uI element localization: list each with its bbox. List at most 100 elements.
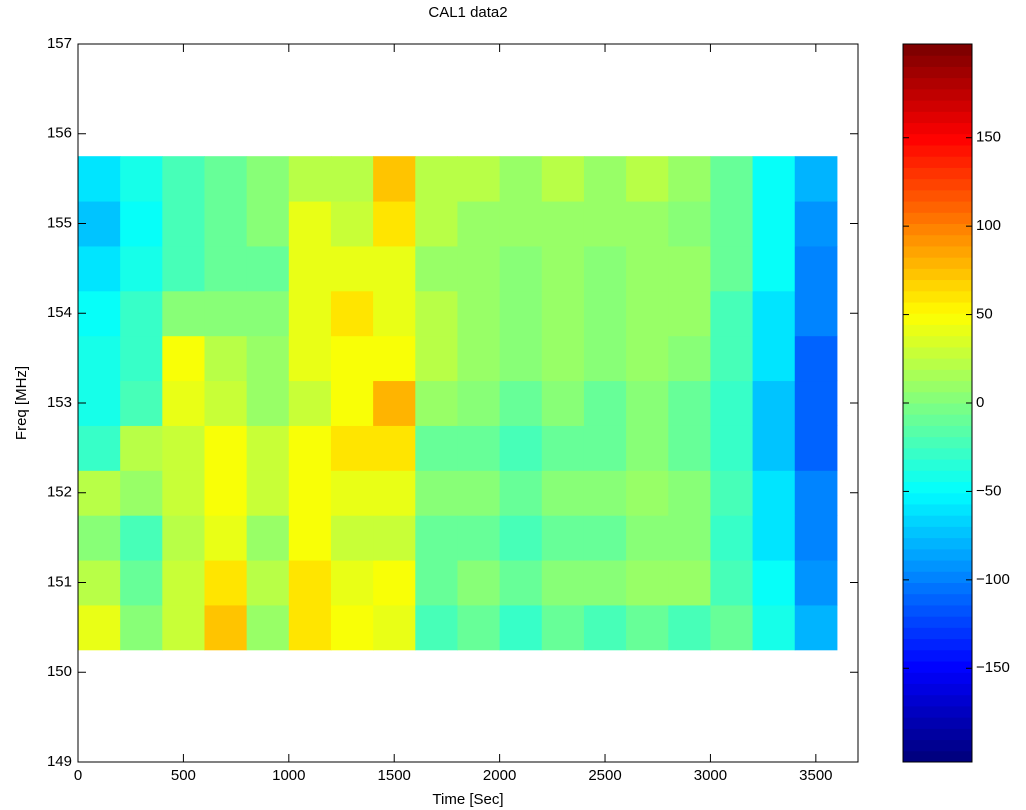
heatmap-cell bbox=[120, 604, 163, 651]
heatmap-cell bbox=[499, 201, 543, 247]
heatmap-cell bbox=[710, 604, 754, 651]
heatmap-cell bbox=[499, 335, 543, 382]
heatmap-cell bbox=[457, 515, 501, 561]
colorbar-step bbox=[903, 683, 972, 696]
heatmap-cell bbox=[246, 604, 290, 651]
heatmap-cell bbox=[162, 156, 205, 202]
heatmap-cell bbox=[752, 470, 796, 516]
heatmap-cell bbox=[204, 335, 248, 382]
colorbar-tick-label: −100 bbox=[976, 571, 1010, 588]
colorbar-step bbox=[903, 750, 972, 763]
heatmap-cell bbox=[120, 380, 163, 426]
heatmap-cell bbox=[499, 470, 543, 516]
heatmap-cell bbox=[288, 290, 332, 337]
heatmap-cell bbox=[794, 604, 838, 651]
colorbar-step bbox=[903, 661, 972, 673]
heatmap-cell bbox=[499, 380, 543, 426]
heatmap-cell bbox=[204, 470, 248, 516]
heatmap-cell bbox=[204, 245, 248, 292]
colorbar-step bbox=[903, 649, 972, 662]
y-tick-label: 149 bbox=[47, 753, 72, 770]
colorbar-step bbox=[903, 178, 972, 191]
colorbar-step bbox=[903, 717, 972, 729]
heatmap-cell bbox=[457, 560, 501, 606]
heatmap-cell bbox=[162, 380, 205, 426]
heatmap-cell bbox=[626, 470, 669, 516]
colorbar-step bbox=[903, 55, 972, 67]
colorbar-step bbox=[903, 582, 972, 595]
heatmap-cell bbox=[288, 380, 332, 426]
heatmap-cell bbox=[457, 245, 501, 292]
heatmap-cell bbox=[583, 425, 627, 471]
heatmap-cell bbox=[78, 425, 121, 471]
heatmap-cell bbox=[710, 425, 754, 471]
heatmap-cell bbox=[246, 515, 290, 561]
heatmap-cell bbox=[541, 604, 585, 651]
colorbar-step bbox=[903, 167, 972, 180]
x-tick-label: 0 bbox=[74, 767, 82, 784]
x-tick-label: 1000 bbox=[272, 767, 305, 784]
heatmap-cell bbox=[794, 335, 838, 382]
heatmap-cell bbox=[120, 515, 163, 561]
heatmap-cell bbox=[752, 425, 796, 471]
heatmap-cell bbox=[499, 515, 543, 561]
colorbar-tick-label: 0 bbox=[976, 394, 984, 411]
y-tick-label: 150 bbox=[47, 663, 72, 680]
heatmap-cell bbox=[162, 201, 205, 247]
heatmap-cell bbox=[415, 245, 458, 292]
colorbar-step bbox=[903, 77, 972, 90]
heatmap-cell bbox=[626, 515, 669, 561]
heatmap-cell bbox=[626, 335, 669, 382]
heatmap-cell bbox=[162, 515, 205, 561]
heatmap-cell bbox=[583, 335, 627, 382]
colorbar-step bbox=[903, 436, 972, 449]
heatmap-cell bbox=[668, 425, 711, 471]
colorbar-step bbox=[903, 111, 972, 124]
colorbar-step bbox=[903, 223, 972, 236]
colorbar-step bbox=[903, 122, 972, 135]
heatmap-cell bbox=[246, 380, 290, 426]
colorbar-step bbox=[903, 100, 972, 112]
heatmap-cell bbox=[78, 245, 121, 292]
heatmap-cell bbox=[288, 156, 332, 202]
colorbar-step bbox=[903, 627, 972, 640]
heatmap-cell bbox=[120, 425, 163, 471]
y-tick-label: 154 bbox=[47, 304, 72, 321]
heatmap-cell bbox=[668, 335, 711, 382]
heatmap-cell bbox=[204, 560, 248, 606]
heatmap-cell bbox=[330, 604, 374, 651]
heatmap-cell bbox=[415, 515, 458, 561]
colorbar-step bbox=[903, 156, 972, 168]
heatmap-cell bbox=[373, 604, 416, 651]
colorbar-step bbox=[903, 548, 972, 561]
heatmap-cell bbox=[541, 380, 585, 426]
heatmap-cell bbox=[710, 245, 754, 292]
heatmap-cell bbox=[415, 290, 458, 337]
heatmap-cell bbox=[499, 604, 543, 651]
colorbar-step bbox=[903, 189, 972, 202]
heatmap-cell bbox=[457, 380, 501, 426]
y-tick-label: 153 bbox=[47, 394, 72, 411]
heatmap-cell bbox=[120, 560, 163, 606]
heatmap-cell bbox=[120, 470, 163, 516]
heatmap-cell bbox=[626, 201, 669, 247]
heatmap-cell bbox=[415, 560, 458, 606]
colorbar-step bbox=[903, 391, 972, 404]
heatmap-cell bbox=[583, 245, 627, 292]
heatmap-cell bbox=[794, 425, 838, 471]
heatmap-cell bbox=[457, 335, 501, 382]
colorbar-step bbox=[903, 571, 972, 583]
colorbar-step bbox=[903, 414, 972, 426]
colorbar-step bbox=[903, 526, 972, 539]
heatmap-cell bbox=[120, 156, 163, 202]
heatmap-cell bbox=[752, 335, 796, 382]
heatmap-cell bbox=[78, 335, 121, 382]
heatmap-cell bbox=[288, 245, 332, 292]
colorbar-step bbox=[903, 728, 972, 741]
heatmap-cell bbox=[162, 425, 205, 471]
heatmap-cell bbox=[162, 470, 205, 516]
heatmap-cell bbox=[373, 201, 416, 247]
heatmap-cell bbox=[794, 560, 838, 606]
heatmap-cell bbox=[541, 156, 585, 202]
colorbar-step bbox=[903, 470, 972, 483]
